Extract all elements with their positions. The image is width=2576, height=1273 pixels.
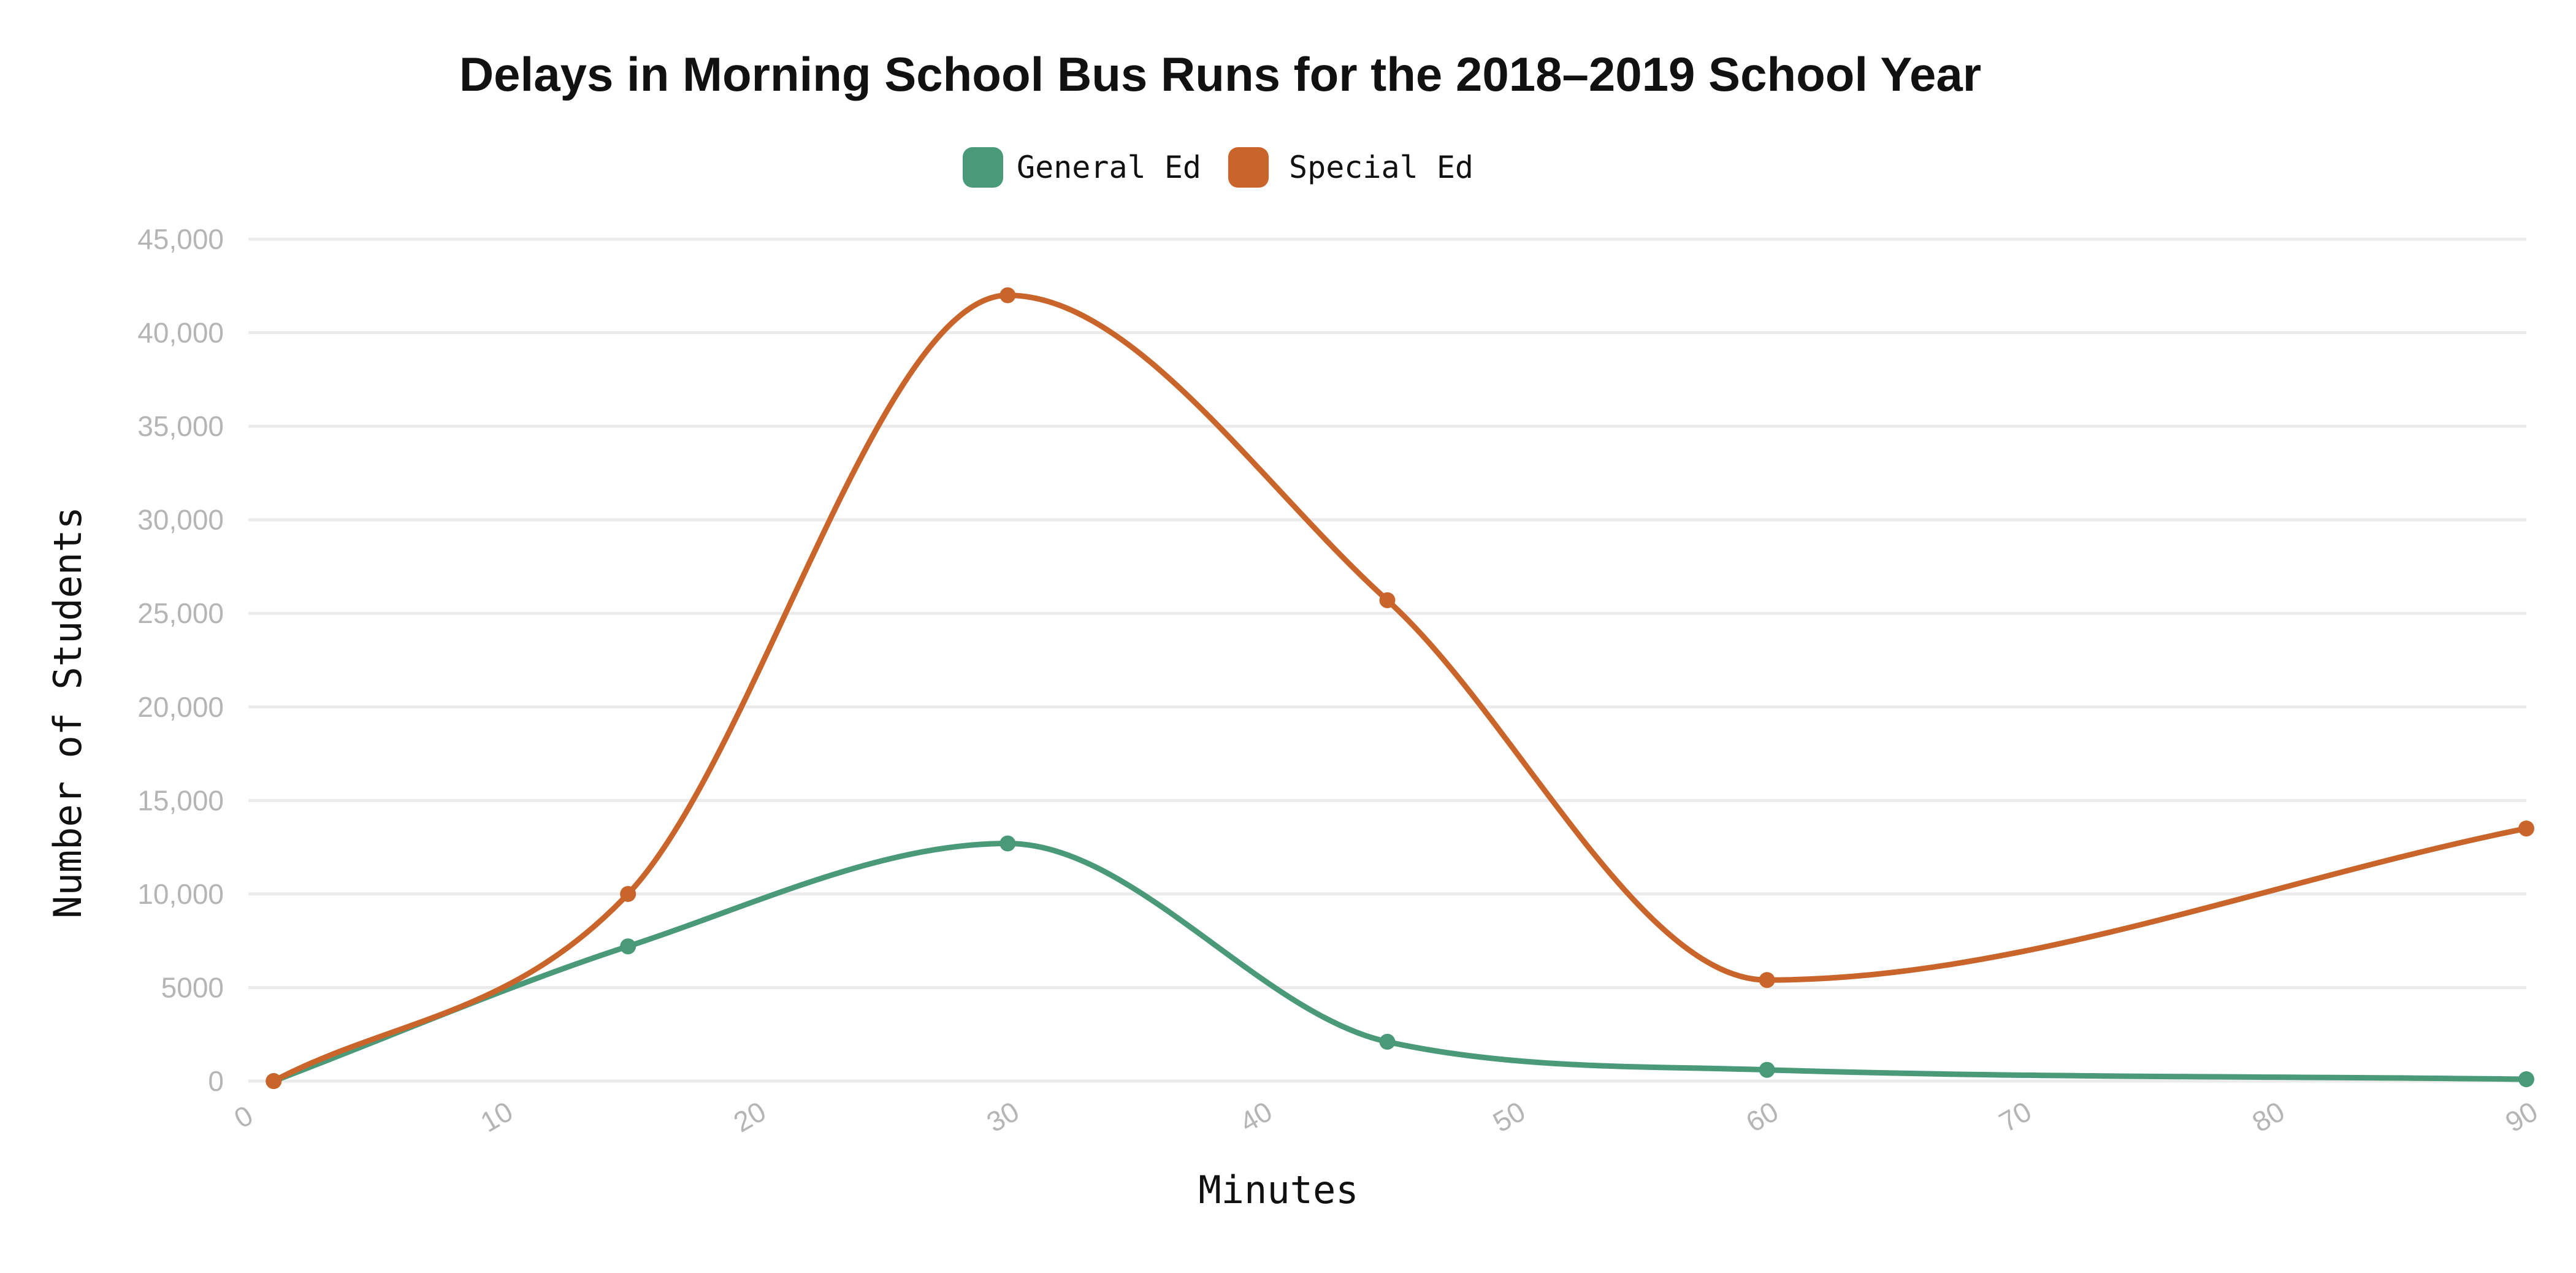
y-tick-label: 35,000 (137, 410, 224, 442)
y-tick-label: 30,000 (137, 504, 224, 536)
data-point-special-ed[interactable] (999, 287, 1016, 304)
series-general-ed (266, 835, 2534, 1089)
y-tick-label: 45,000 (137, 223, 224, 255)
y-tick-label: 15,000 (137, 784, 224, 816)
legend[interactable]: General Ed Special Ed (963, 147, 1473, 188)
data-point-general-ed[interactable] (999, 835, 1016, 852)
data-point-special-ed[interactable] (1759, 972, 1775, 988)
y-tick-label: 0 (208, 1065, 224, 1097)
x-tick-label: 60 (1741, 1095, 1784, 1139)
gridlines (248, 237, 2526, 1083)
data-point-special-ed[interactable] (1379, 592, 1396, 608)
series-layer (266, 287, 2534, 1089)
x-tick-label: 20 (728, 1095, 771, 1139)
y-tick-label: 25,000 (137, 597, 224, 629)
legend-swatch-general-ed (963, 147, 1003, 188)
legend-item-general-ed[interactable]: General Ed (963, 147, 1201, 188)
x-tick-label: 0 (229, 1099, 258, 1134)
chart-title: Delays in Morning School Bus Runs for th… (459, 47, 1981, 101)
x-axis-ticks: 0 10 20 30 40 50 60 70 80 90 (229, 1095, 2543, 1139)
series-line-general-ed (270, 841, 2529, 1084)
legend-swatch-special-ed (1228, 147, 1269, 188)
x-tick-label: 90 (2500, 1095, 2543, 1139)
x-tick-label: 40 (1234, 1095, 1277, 1139)
series-special-ed (266, 287, 2534, 1089)
x-tick-label: 80 (2247, 1095, 2290, 1139)
x-tick-label: 70 (1993, 1095, 2036, 1139)
data-point-general-ed[interactable] (1379, 1033, 1396, 1050)
legend-label-general-ed: General Ed (1017, 150, 1201, 185)
data-point-special-ed[interactable] (2518, 820, 2534, 837)
data-point-general-ed[interactable] (2518, 1071, 2534, 1087)
data-point-general-ed[interactable] (620, 938, 636, 955)
y-axis-title: Number of Students (45, 507, 90, 919)
y-tick-label: 20,000 (137, 691, 224, 723)
y-axis-ticks: 0 5000 10,000 15,000 20,000 25,000 30,000 35,00… (137, 223, 224, 1097)
x-tick-label: 30 (981, 1095, 1024, 1139)
y-tick-label: 5000 (161, 971, 224, 1003)
x-axis-title: Minutes (1198, 1168, 1358, 1212)
data-point-special-ed[interactable] (620, 885, 636, 902)
y-tick-label: 10,000 (137, 878, 224, 910)
x-tick-label: 10 (475, 1095, 518, 1139)
x-tick-label: 50 (1488, 1095, 1531, 1139)
series-line-special-ed (270, 292, 2529, 1084)
data-point-special-ed[interactable] (266, 1073, 282, 1089)
legend-item-special-ed[interactable]: Special Ed (1228, 147, 1473, 188)
data-point-general-ed[interactable] (1759, 1061, 1775, 1078)
y-tick-label: 40,000 (137, 317, 224, 349)
legend-label-special-ed: Special Ed (1289, 150, 1473, 185)
